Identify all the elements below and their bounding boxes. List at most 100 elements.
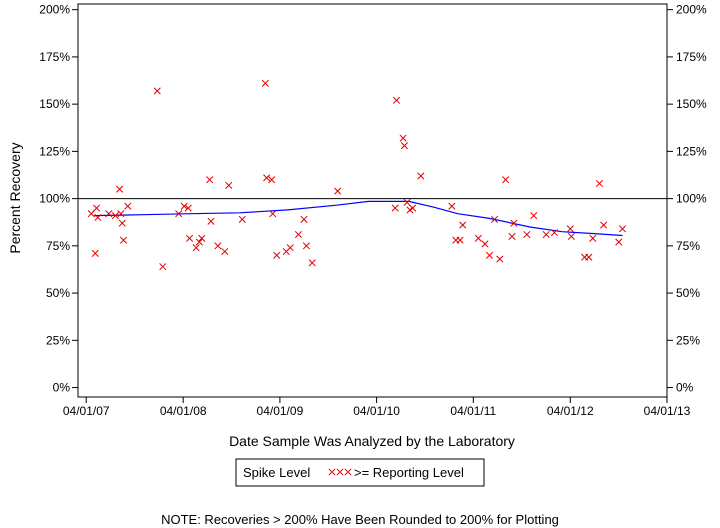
data-point <box>207 217 215 225</box>
data-point <box>417 172 425 180</box>
y-tick-label-left: 175% <box>39 50 70 64</box>
y-tick-label-right: 75% <box>676 239 700 253</box>
y-tick-label-right: 125% <box>676 144 707 158</box>
data-point <box>269 210 277 218</box>
y-tick-label-left: 50% <box>46 286 70 300</box>
data-point <box>198 234 206 242</box>
data-point <box>448 202 456 210</box>
data-point <box>120 236 128 244</box>
x-axis-title: Date Sample Was Analyzed by the Laborato… <box>229 433 515 449</box>
legend: Spike Level >= Reporting Level <box>235 458 485 487</box>
data-point <box>490 215 499 223</box>
y-axis-title: Percent Recovery <box>7 142 23 253</box>
data-point <box>180 202 188 210</box>
y-tick-label-left: 125% <box>39 144 70 158</box>
legend-label-spike-level: Spike Level <box>243 465 310 480</box>
y-tick-label-left: 25% <box>46 333 70 347</box>
y-tick-label-right: 175% <box>676 50 707 64</box>
spike-level-series <box>94 200 623 237</box>
data-point <box>403 198 411 206</box>
data-point <box>87 210 95 218</box>
data-point <box>192 244 200 252</box>
data-point <box>185 234 194 242</box>
legend-box <box>235 458 485 487</box>
data-point <box>456 236 464 244</box>
y-tick-label-right: 150% <box>676 97 707 111</box>
data-point <box>409 204 417 212</box>
x-tick-label: 04/01/09 <box>257 404 304 418</box>
spike-level-line <box>94 200 623 237</box>
data-point <box>392 96 401 104</box>
data-point <box>268 176 276 184</box>
legend-x-mark <box>336 468 344 476</box>
data-point <box>391 204 399 212</box>
data-point <box>595 179 603 188</box>
y-tick-label-left: 150% <box>39 97 70 111</box>
y-axis-right: 0% 25% 50% 75% 100% 125% 150% 175% 200% <box>667 3 707 395</box>
y-tick-label-left: 75% <box>46 239 70 253</box>
data-point <box>485 251 494 259</box>
legend-x-mark <box>344 468 352 476</box>
data-point <box>153 87 161 95</box>
data-point <box>206 176 214 184</box>
data-point <box>399 134 407 142</box>
y-tick-label-right: 0% <box>676 381 694 395</box>
plot-frame <box>77 3 668 398</box>
y-tick-label-left: 100% <box>39 192 70 206</box>
data-point <box>530 212 538 220</box>
data-point <box>474 234 482 242</box>
data-point <box>273 251 281 259</box>
data-point <box>117 210 125 218</box>
data-point <box>589 234 597 242</box>
data-point <box>523 230 531 239</box>
data-point <box>300 215 308 223</box>
data-point <box>566 225 574 233</box>
y-tick-label-right: 200% <box>676 3 707 17</box>
data-point <box>261 79 269 87</box>
data-point <box>124 202 132 210</box>
data-point <box>510 219 518 227</box>
y-tick-label-right: 50% <box>676 286 700 300</box>
data-point <box>502 176 510 184</box>
data-point <box>184 204 192 212</box>
data-point <box>175 210 183 218</box>
x-tick-label: 04/01/13 <box>644 404 691 418</box>
data-point <box>481 240 489 248</box>
legend-x-mark <box>328 468 336 476</box>
data-point <box>238 215 246 223</box>
plot-area-border <box>77 3 668 398</box>
data-point <box>459 221 467 229</box>
data-point <box>225 181 233 189</box>
data-point <box>116 185 124 193</box>
data-point <box>294 230 302 239</box>
data-point <box>508 232 516 240</box>
x-axis: 04/01/07 04/01/08 04/01/09 04/01/10 04/01/11… <box>63 397 691 418</box>
data-point <box>91 249 99 257</box>
data-point <box>118 219 126 227</box>
reporting-level-series <box>87 79 627 271</box>
x-tick-label: 04/01/10 <box>353 404 400 418</box>
x-tick-label: 04/01/12 <box>547 404 594 418</box>
legend-label-reporting-level: >= Reporting Level <box>354 465 464 480</box>
data-point <box>567 232 575 240</box>
data-point <box>263 174 271 182</box>
data-point <box>542 230 550 239</box>
y-tick-label-right: 100% <box>676 192 707 206</box>
x-tick-label: 04/01/11 <box>450 404 496 418</box>
x-tick-label: 04/01/07 <box>63 404 110 418</box>
data-point <box>214 242 222 250</box>
data-point <box>400 142 408 150</box>
y-axis-left: 0% 25% 50% 75% 100% 125% 150% 175% 200% <box>39 3 78 395</box>
data-point <box>286 244 294 252</box>
data-point <box>221 247 229 256</box>
data-point <box>159 263 167 271</box>
legend-marker-reporting-level <box>328 468 352 476</box>
data-point <box>105 210 113 218</box>
data-point <box>600 221 608 229</box>
data-point <box>585 253 593 261</box>
data-point <box>302 242 310 250</box>
data-point <box>195 238 203 246</box>
y-tick-label-left: 0% <box>53 381 71 395</box>
data-point <box>496 255 504 263</box>
